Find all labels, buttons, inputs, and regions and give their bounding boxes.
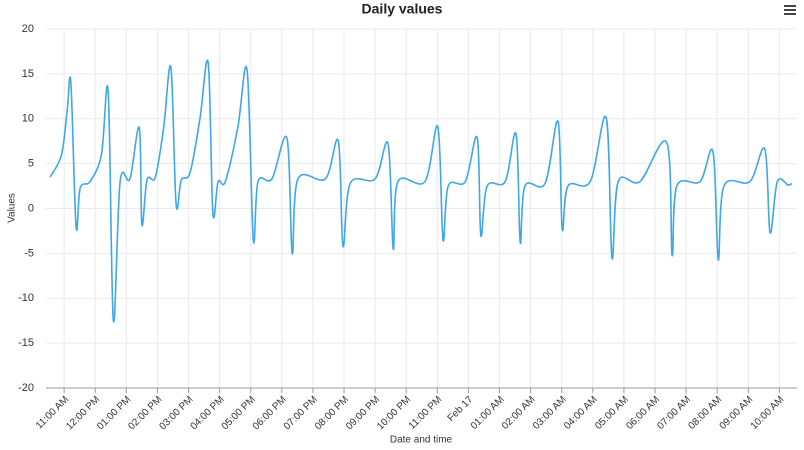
data-line (49, 59, 793, 323)
y-tick-label: 5 (28, 158, 34, 170)
x-tick-label: 10:00 PM (375, 394, 413, 432)
y-tick-label: 15 (22, 68, 34, 80)
x-tick-label: 11:00 PM (407, 394, 445, 432)
y-tick-label: -15 (18, 337, 34, 349)
x-tick-label: 10:00 AM (749, 394, 787, 432)
y-tick-label: -20 (18, 382, 34, 394)
y-tick-label: 10 (22, 113, 34, 125)
chart-title: Daily values (362, 1, 443, 17)
menu-bar (784, 13, 796, 15)
y-tick-label: -5 (24, 247, 34, 259)
menu-bar (784, 9, 796, 11)
x-axis-label: Date and time (390, 435, 453, 446)
y-tick-label: 20 (22, 23, 34, 35)
y-axis-label: Values (7, 193, 18, 223)
menu-button[interactable] (784, 5, 796, 15)
y-tick-label: -10 (18, 292, 34, 304)
x-tick-label: Feb 17 (446, 394, 476, 424)
y-tick-label: 0 (28, 202, 34, 214)
menu-bar (784, 5, 796, 7)
